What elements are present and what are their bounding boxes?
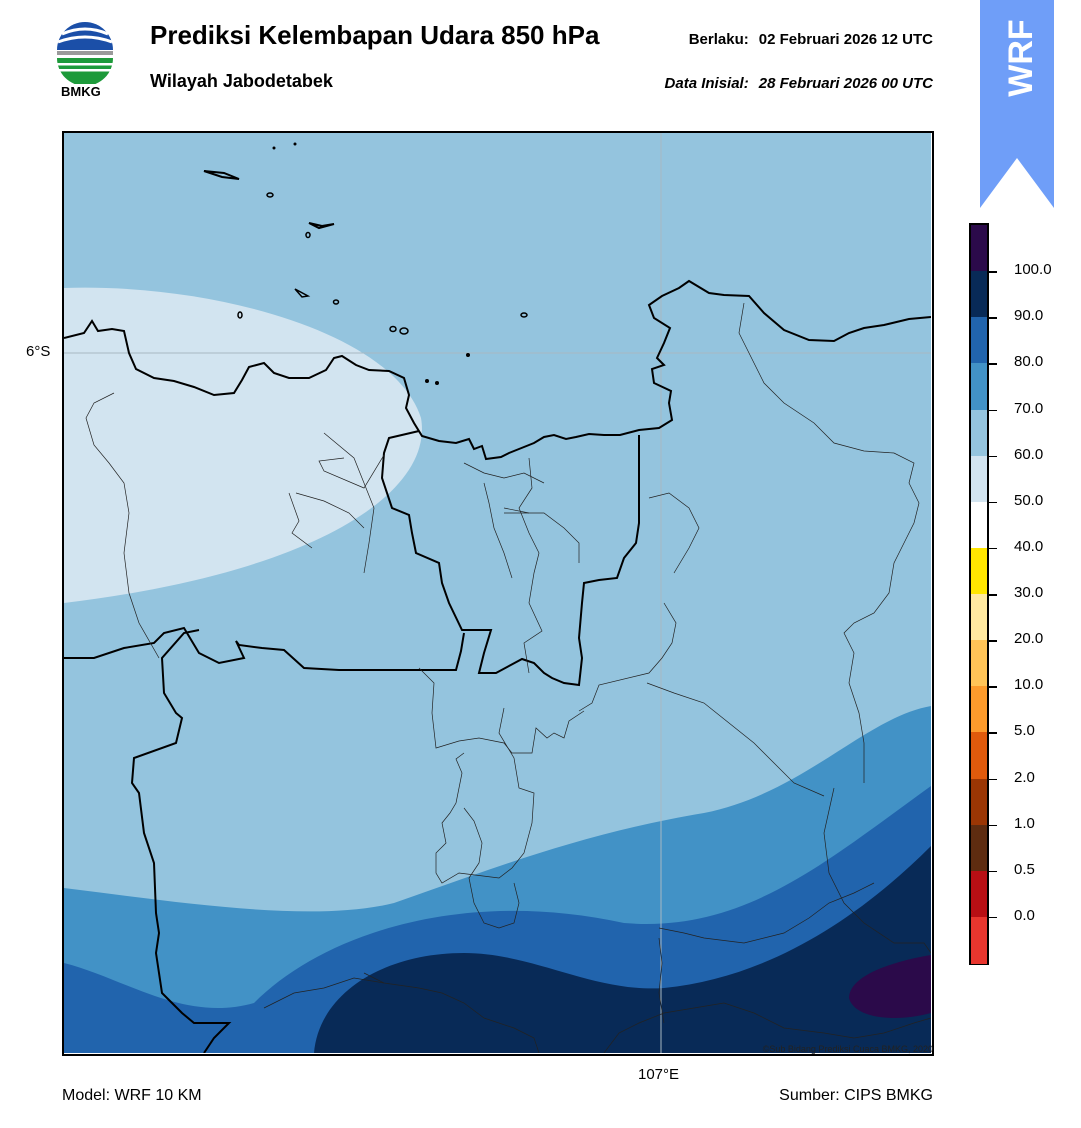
map-title: Prediksi Kelembapan Udara 850 hPa (150, 20, 600, 50)
source-info: Sumber: CIPS BMKG (779, 1087, 933, 1104)
colorbar-label: 1.0 (1014, 814, 1035, 832)
island (466, 353, 470, 357)
colorbar-tick (989, 594, 997, 596)
colorbar-segment (971, 409, 987, 457)
colorbar-tick (989, 824, 997, 827)
island (389, 325, 397, 333)
colorbar-segment (971, 363, 987, 410)
colorbar-label: 0.5 (1014, 860, 1035, 878)
island (203, 170, 240, 180)
bmkg-logo-icon (55, 22, 115, 86)
island (293, 142, 297, 146)
bmkg-logo (54, 20, 116, 86)
colorbar-segment (971, 317, 987, 364)
colorbar-tick (989, 778, 997, 780)
island (266, 192, 274, 198)
island (308, 222, 335, 230)
colorbar-tick (989, 547, 997, 550)
colorbar-label: 10.0 (1014, 676, 1044, 694)
regency-boundaries (85, 302, 932, 1054)
longitude-label: 107°E (638, 1066, 680, 1083)
colorbar-tick (989, 455, 997, 458)
colorbar-label: 70.0 (1014, 399, 1044, 417)
colorbar (969, 223, 989, 965)
colorbar-segment (971, 916, 987, 964)
island (294, 288, 311, 298)
colorbar-tick (989, 501, 997, 504)
colorbar-label: 60.0 (1014, 445, 1044, 463)
colorbar-label: 0.0 (1014, 906, 1035, 924)
colorbar-tick (989, 870, 997, 873)
init-label: Data Inisial: (664, 75, 749, 92)
island (425, 379, 429, 383)
init-time: Data Inisial: 28 Februari 2026 00 UTC (665, 75, 933, 92)
init-value: 28 Februari 2026 00 UTC (758, 75, 933, 92)
island (305, 231, 311, 239)
humidity-zone-90-100 (314, 846, 931, 1053)
colorbar-tick (989, 732, 997, 734)
colorbar-label: 80.0 (1014, 353, 1044, 371)
latitude-label: 6°S (26, 343, 51, 360)
colorbar-segment (971, 824, 987, 872)
map-panel (62, 131, 934, 1056)
colorbar-segment (971, 547, 987, 595)
colorbar-tick (989, 916, 997, 919)
colorbar-label: 5.0 (1014, 722, 1035, 740)
wrf-badge: WRF (980, 0, 1054, 208)
humidity-map (64, 133, 932, 1054)
bmkg-logo-text: BMKG (61, 84, 101, 99)
colorbar-tick (989, 271, 997, 273)
colorbar-segment (971, 778, 987, 826)
colorbar-tick (989, 409, 997, 411)
colorbar-segment (971, 271, 987, 318)
colorbar-label: 20.0 (1014, 630, 1044, 648)
colorbar-segment (971, 732, 987, 779)
colorbar-label: 40.0 (1014, 537, 1044, 555)
island (520, 312, 528, 318)
province-boundary (380, 430, 640, 687)
humidity-zone-50-60 (64, 287, 422, 603)
colorbar-label: 90.0 (1014, 307, 1044, 325)
colorbar-segment (971, 640, 987, 687)
colorbar-segment (971, 594, 987, 641)
island (435, 381, 439, 385)
map-subtitle: Wilayah Jabodetabek (150, 71, 333, 91)
colorbar-segment (971, 455, 987, 503)
island (237, 311, 243, 319)
colorbar-segment (971, 501, 987, 549)
island (332, 299, 340, 305)
colorbar-segment (971, 225, 987, 272)
colorbar-label: 2.0 (1014, 768, 1035, 786)
colorbar-segment (971, 870, 987, 918)
copyright-text: ©Sub Bidang Prediksi Cuaca BMKG, 2020 (762, 1044, 933, 1054)
valid-time: Berlaku: 02 Februari 2026 12 UTC (689, 31, 933, 48)
coastline (64, 279, 932, 461)
colorbar-tick (989, 686, 997, 688)
island (272, 146, 276, 150)
colorbar-segment (971, 686, 987, 733)
province-boundary (130, 629, 232, 1054)
valid-label: Berlaku: (688, 31, 749, 48)
colorbar-label: 100.0 (1014, 261, 1052, 279)
wrf-badge-text: WRF (1002, 19, 1040, 96)
colorbar-label: 30.0 (1014, 584, 1044, 601)
valid-value: 02 Februari 2026 12 UTC (758, 31, 933, 48)
humidity-zone-100 (849, 955, 931, 1018)
colorbar-tick (989, 363, 997, 365)
colorbar-tick (989, 317, 997, 319)
province-boundary (64, 626, 465, 671)
colorbar-tick (989, 640, 997, 642)
colorbar-label: 50.0 (1014, 491, 1044, 509)
model-info: Model: WRF 10 KM (62, 1087, 202, 1104)
island (399, 327, 409, 335)
